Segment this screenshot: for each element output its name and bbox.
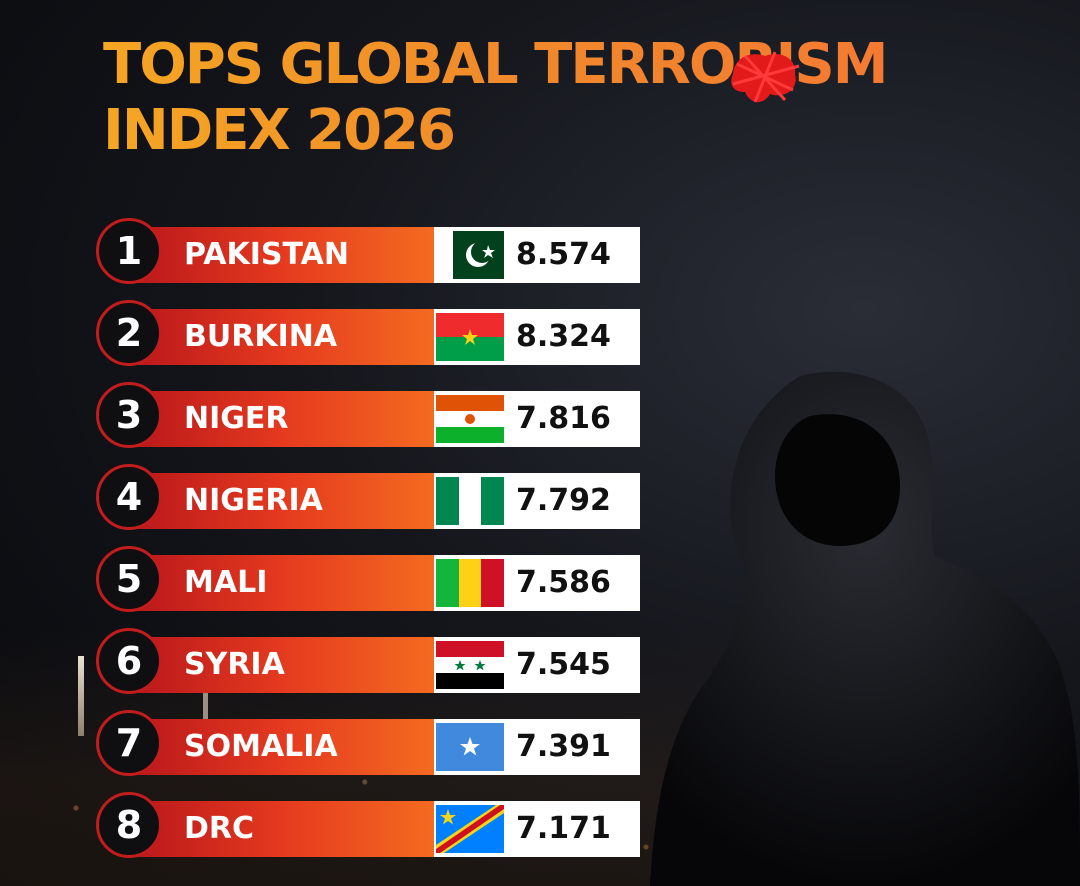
- value-box: 7.586: [434, 555, 640, 611]
- rank-badge: 7: [96, 710, 162, 776]
- mali-flag-icon: [436, 559, 504, 607]
- ranking-row: 4 NIGERIA 7.792: [96, 464, 641, 530]
- niger-flag-icon: [436, 395, 504, 443]
- value-box: 8.574: [434, 227, 640, 283]
- country-name: DRC: [184, 811, 255, 846]
- rank-badge: 1: [96, 218, 162, 284]
- value-box: 7.792: [434, 473, 640, 529]
- burkina-faso-flag-icon: [436, 313, 504, 361]
- building-silhouette: [203, 690, 208, 726]
- index-value: 7.586: [516, 565, 611, 600]
- ranking-row: 3 NIGER 7.816: [96, 382, 641, 448]
- rank-badge: 8: [96, 792, 162, 858]
- country-name: MALI: [184, 565, 268, 600]
- rank-badge: 6: [96, 628, 162, 694]
- rank-badge: 2: [96, 300, 162, 366]
- ranking-row: 1 PAKISTAN 8.574: [96, 218, 641, 284]
- hooded-figure-illustration: [650, 371, 1080, 886]
- index-value: 8.574: [516, 237, 611, 272]
- ranking-row: 5 MALI 7.586: [96, 546, 641, 612]
- ranking-row: 7 SOMALIA 7.391: [96, 710, 641, 776]
- rank-badge: 4: [96, 464, 162, 530]
- tower-silhouette: [78, 656, 84, 736]
- country-name: NIGER: [184, 401, 289, 436]
- index-value: 7.171: [516, 811, 611, 846]
- value-box: 7.171: [434, 801, 640, 857]
- country-name: NIGERIA: [184, 483, 323, 518]
- country-name: PAKISTAN: [184, 237, 349, 272]
- index-value: 7.391: [516, 729, 611, 764]
- red-scribble-mark: [731, 51, 800, 103]
- index-value: 8.324: [516, 319, 611, 354]
- index-value: 7.816: [516, 401, 611, 436]
- value-box: 7.816: [434, 391, 640, 447]
- index-value: 7.792: [516, 483, 611, 518]
- somalia-flag-icon: [436, 723, 504, 771]
- country-name: SYRIA: [184, 647, 285, 682]
- drc-flag-icon: [436, 805, 504, 853]
- value-box: 7.545: [434, 637, 640, 693]
- value-box: 7.391: [434, 719, 640, 775]
- ranking-row: 8 DRC 7.171: [96, 792, 641, 858]
- rank-badge: 3: [96, 382, 162, 448]
- pakistan-flag-icon: [436, 231, 504, 279]
- value-box: 8.324: [434, 309, 640, 365]
- ranking-row: 6 SYRIA 7.545: [96, 628, 641, 694]
- country-name: BURKINA: [184, 319, 338, 354]
- rank-badge: 5: [96, 546, 162, 612]
- country-name: SOMALIA: [184, 729, 338, 764]
- nigeria-flag-icon: [436, 477, 504, 525]
- syria-flag-icon: [436, 641, 504, 689]
- index-value: 7.545: [516, 647, 611, 682]
- ranking-row: 2 BURKINA 8.324: [96, 300, 641, 366]
